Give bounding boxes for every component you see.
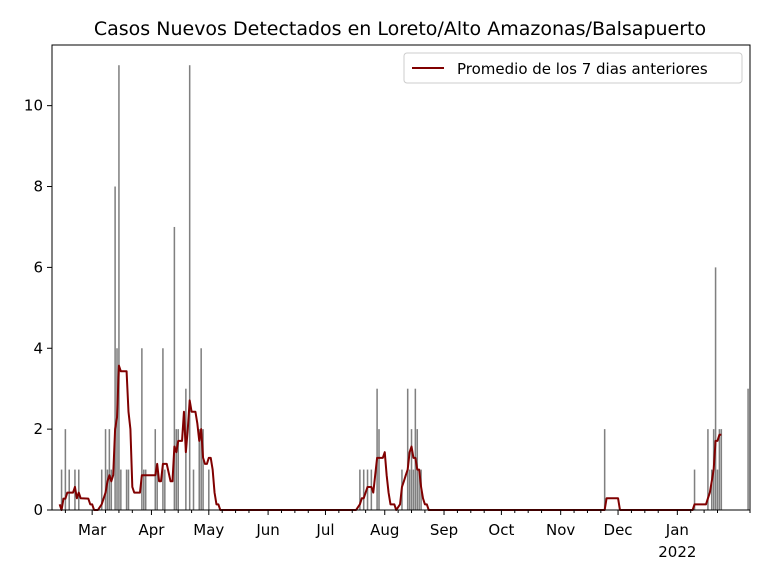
bar	[188, 65, 191, 510]
plot-frame	[51, 44, 751, 511]
bar	[156, 469, 158, 510]
x-tick-label: Jun	[255, 521, 279, 539]
bar	[716, 469, 719, 510]
bar	[118, 65, 120, 510]
bar	[60, 469, 63, 510]
bar	[116, 348, 118, 510]
x-tick-label: May	[193, 521, 224, 539]
bar	[707, 429, 709, 510]
bar	[359, 469, 361, 510]
bar	[418, 469, 420, 510]
bar	[408, 469, 411, 510]
bar	[120, 469, 122, 510]
bar	[414, 388, 417, 510]
x-tick-label: Jan	[665, 521, 689, 539]
average-line	[58, 364, 722, 511]
x-tick-label: Sep	[430, 521, 458, 539]
bar	[693, 469, 696, 510]
bar	[202, 429, 204, 510]
x-tick-label: Oct	[488, 521, 514, 539]
bar	[64, 429, 67, 510]
bar	[110, 469, 113, 510]
bar	[720, 429, 723, 510]
bar	[718, 429, 721, 510]
bar	[162, 348, 164, 510]
x-axis: Mar Apr May Jun Jul Aug Sep Oct Nov Dec Jan	[64, 510, 751, 539]
bar	[410, 429, 413, 510]
legend: Promedio de los 7 dias anteriores	[403, 52, 743, 84]
legend-box	[403, 52, 743, 84]
y-tick-label: 10	[24, 97, 43, 115]
bar	[412, 469, 415, 510]
bar	[198, 429, 201, 510]
bar	[164, 469, 166, 510]
bar	[406, 388, 409, 510]
bar	[175, 429, 178, 510]
bar	[104, 429, 107, 510]
x-tick-year-label: 2022	[658, 543, 696, 561]
y-tick-label: 2	[33, 420, 43, 438]
bar	[68, 469, 70, 510]
bar	[144, 469, 147, 510]
y-axis: 0 2 4 6 8 10	[24, 97, 52, 519]
x-tick-label: Jul	[315, 521, 334, 539]
legend-entry: Promedio de los 7 dias anteriores	[457, 60, 708, 78]
y-tick-label: 8	[33, 178, 43, 196]
bar	[141, 348, 143, 510]
bar	[208, 469, 210, 510]
bar	[143, 469, 145, 510]
bar	[100, 469, 103, 510]
bar	[114, 186, 116, 510]
bar-series	[60, 65, 749, 510]
bar	[106, 469, 109, 510]
bar	[173, 226, 176, 510]
bar	[603, 429, 606, 510]
bar	[376, 388, 378, 510]
bar	[108, 429, 111, 510]
bar	[78, 469, 80, 510]
bar	[127, 469, 130, 510]
x-tick-label: Mar	[78, 521, 107, 539]
bar	[714, 267, 717, 510]
bar	[362, 469, 365, 510]
bar	[192, 469, 195, 510]
bar	[378, 429, 380, 510]
bar	[710, 469, 713, 510]
chart-title: Casos Nuevos Detectados en Loreto/Alto A…	[94, 18, 706, 40]
bar	[125, 469, 128, 510]
y-tick-label: 4	[33, 339, 43, 357]
x-tick-label: Aug	[370, 521, 399, 539]
bar	[177, 429, 179, 510]
bar	[747, 388, 749, 510]
x-tick-label: Dec	[604, 521, 633, 539]
x-tick-label: Nov	[546, 521, 575, 539]
x-tick-label: Apr	[138, 521, 165, 539]
y-tick-label: 0	[33, 501, 43, 519]
y-tick-label: 6	[33, 258, 43, 276]
